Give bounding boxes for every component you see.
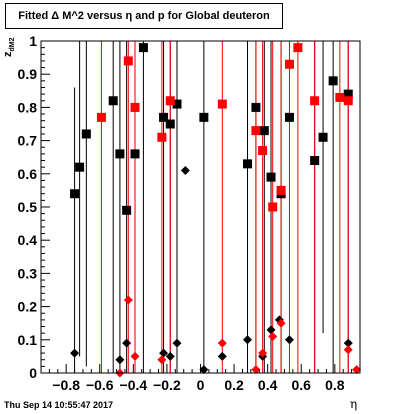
data-point-square (328, 76, 338, 86)
data-point-square (75, 162, 85, 172)
axes: 0 0.1 0.2 0.3 0.4 0.5 0.6 0.7 0.8 0.9 1 −0.8 −0.6 −0.… (18, 33, 361, 393)
data-point-diamond (266, 325, 276, 335)
error-bars (74, 41, 349, 373)
y-axis-label-sub: dM2 (9, 37, 17, 52)
data-point-square (130, 149, 140, 159)
data-point-square (243, 159, 253, 169)
data-point-square (258, 146, 268, 156)
data-point-square (108, 96, 118, 106)
y-axis-label: zdM2 (2, 38, 16, 58)
data-point-diamond (343, 338, 353, 348)
x-tick-label: 0.2 (224, 377, 244, 393)
x-tick-label: 0.4 (258, 377, 278, 393)
y-tick-label: 0.1 (18, 332, 38, 348)
data-point-diamond (157, 355, 167, 365)
data-point-diamond (352, 365, 362, 375)
data-point-diamond (130, 351, 140, 361)
data-point-diamond (276, 318, 286, 328)
data-point-square (284, 112, 294, 122)
data-point-square (266, 172, 276, 182)
data-point-diamond (172, 338, 182, 348)
x-axis-label: η (350, 397, 358, 411)
data-point-diamond (199, 365, 209, 375)
data-point-square (122, 205, 132, 215)
data-point-square (115, 149, 125, 159)
data-point-square (318, 132, 328, 142)
data-point-diamond (284, 335, 294, 345)
data-point-square (130, 102, 140, 112)
data-point-square (159, 112, 169, 122)
data-point-diamond (251, 365, 261, 375)
data-point-square (251, 102, 261, 112)
data-point-square (81, 129, 91, 139)
x-tick-label: −0.2 (153, 377, 181, 393)
data-point-diamond (217, 351, 227, 361)
data-point-diamond (268, 331, 278, 341)
chart-title: Fitted Δ M^2 versus η and p for Global d… (5, 3, 283, 29)
data-point-square (310, 156, 320, 166)
data-point-square (343, 96, 353, 106)
data-point-square (96, 112, 106, 122)
data-point-square (199, 112, 209, 122)
data-point-square (157, 132, 167, 142)
data-point-diamond (159, 348, 169, 358)
data-point-diamond (70, 348, 80, 358)
x-tick-label: −0.6 (86, 377, 114, 393)
data-point-diamond (122, 338, 132, 348)
data-point-diamond (180, 165, 190, 175)
data-point-square (165, 96, 175, 106)
data-point-square (335, 92, 345, 102)
y-tick-label: 0.6 (18, 166, 38, 182)
data-point-diamond (217, 338, 227, 348)
data-point-square (165, 119, 175, 129)
data-point-diamond (243, 335, 253, 345)
data-point-diamond (258, 348, 268, 358)
x-tick-label: 0.8 (325, 377, 345, 393)
x-tick-label: 0 (197, 377, 205, 393)
data-point-square (138, 43, 148, 53)
data-point-diamond (165, 351, 175, 361)
data-point-square (268, 202, 278, 212)
y-axis-label-main: z (2, 51, 14, 58)
x-tick-label: −0.8 (52, 377, 80, 393)
data-point-diamond (115, 355, 125, 365)
y-tick-label: 0.8 (18, 99, 38, 115)
data-point-square (293, 43, 303, 53)
y-tick-label: 0 (29, 365, 37, 381)
data-point-square (251, 126, 261, 136)
data-point-square (284, 59, 294, 69)
data-point-square (343, 89, 353, 99)
y-tick-label: 1 (29, 33, 37, 49)
x-tick-label: 0.6 (292, 377, 312, 393)
y-tick-label: 0.4 (18, 232, 38, 248)
y-tick-label: 0.9 (18, 66, 38, 82)
data-point-square (217, 99, 227, 109)
data-point-square (259, 126, 269, 136)
data-point-square (172, 99, 182, 109)
y-tick-label: 0.7 (18, 133, 38, 149)
timestamp: Thu Sep 14 10:55:47 2017 (4, 400, 114, 410)
y-tick-label: 0.5 (18, 199, 38, 215)
data-point-diamond (123, 295, 133, 305)
data-point-square (123, 56, 133, 66)
x-tick-label: −0.4 (120, 377, 148, 393)
data-point-diamond (343, 345, 353, 355)
y-tick-label: 0.3 (18, 265, 38, 281)
data-point-square (276, 185, 286, 195)
data-markers (70, 43, 362, 378)
y-tick-label: 0.2 (18, 299, 38, 315)
data-point-square (70, 189, 80, 199)
data-point-square (310, 96, 320, 106)
plot-frame (40, 40, 361, 374)
